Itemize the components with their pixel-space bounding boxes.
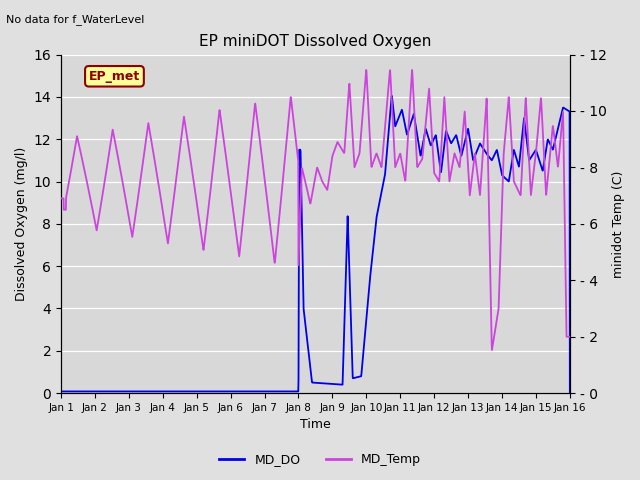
X-axis label: Time: Time: [300, 419, 331, 432]
Legend: MD_DO, MD_Temp: MD_DO, MD_Temp: [214, 448, 426, 471]
Title: EP miniDOT Dissolved Oxygen: EP miniDOT Dissolved Oxygen: [199, 34, 431, 49]
Text: EP_met: EP_met: [89, 70, 140, 83]
Y-axis label: minidot Temp (C): minidot Temp (C): [612, 170, 625, 277]
Text: No data for f_WaterLevel: No data for f_WaterLevel: [6, 14, 145, 25]
Y-axis label: Dissolved Oxygen (mg/l): Dissolved Oxygen (mg/l): [15, 147, 28, 301]
